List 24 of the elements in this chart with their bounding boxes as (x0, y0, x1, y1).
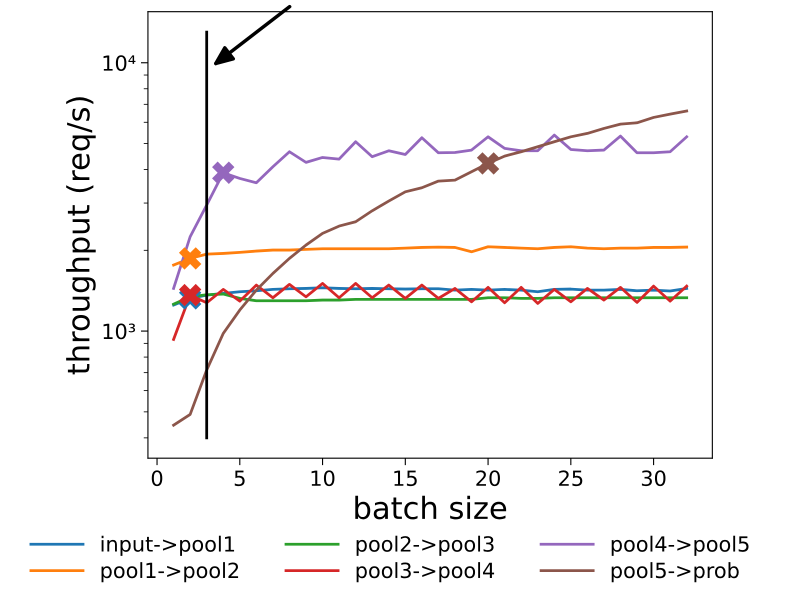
y-axis-title: throughput (req/s) (66, 97, 96, 374)
legend-label: pool3->pool4 (356, 562, 494, 582)
legend-label: pool4->pool5 (612, 536, 749, 556)
legend-label: input->pool1 (102, 536, 234, 556)
y-tick-label: 10³ (104, 324, 136, 340)
legend-label: pool5->prob (612, 562, 739, 582)
line-series (172, 134, 688, 290)
line-series (172, 110, 688, 427)
legend-label: pool2->pool3 (356, 536, 494, 556)
line-series (172, 282, 688, 341)
point (178, 284, 202, 306)
x-tick-label: 30 (642, 470, 666, 486)
x-tick-label: 0 (152, 470, 162, 486)
x-tick-label: 5 (234, 470, 245, 486)
x-axis-title: batch size (355, 496, 506, 520)
x-tick-label: 15 (394, 470, 417, 486)
legend-label: pool1->pool2 (102, 562, 238, 582)
x-tick-label: 25 (559, 470, 582, 486)
point (476, 152, 500, 175)
y-tick-label: 10⁴ (104, 55, 136, 71)
x-tick-label: 10 (312, 470, 334, 486)
point (212, 162, 234, 184)
x-tick-label: 20 (476, 470, 500, 486)
point (178, 247, 202, 270)
